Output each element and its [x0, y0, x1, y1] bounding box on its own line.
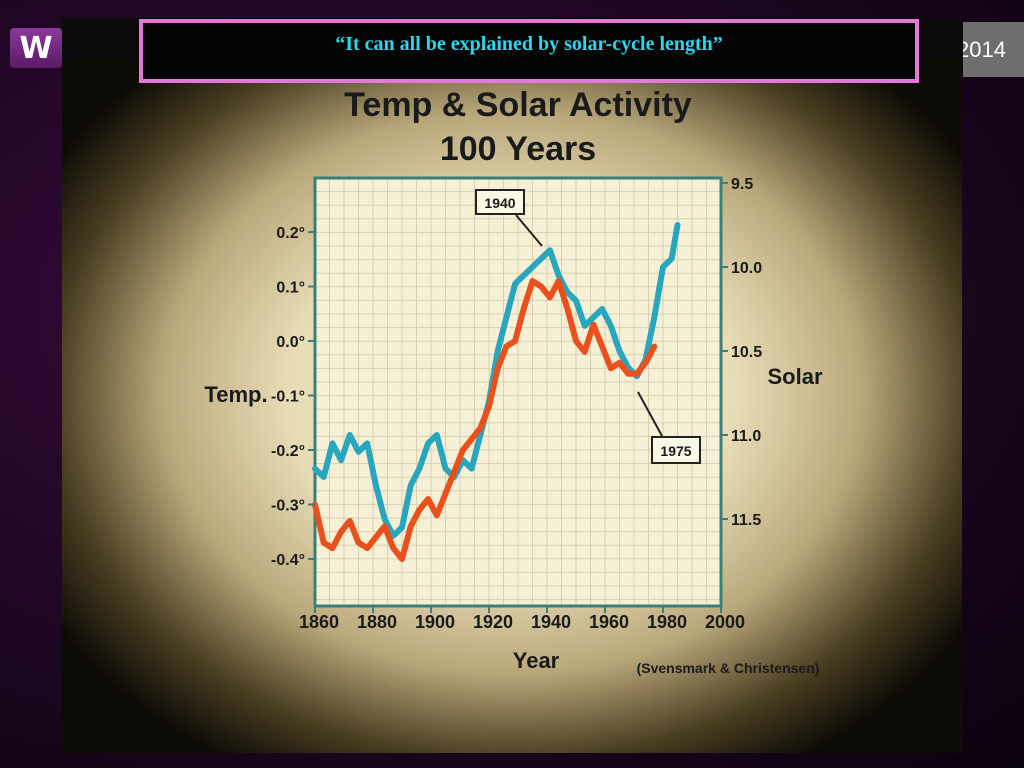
y-left-tick-label: -0.2° — [271, 443, 305, 460]
x-tick-label: 1880 — [357, 612, 397, 632]
annotation-arrow-1975 — [637, 391, 663, 437]
quote-text: “It can all be explained by solar-cycle … — [335, 32, 723, 55]
year-badge-text: 2014 — [963, 36, 1006, 62]
y-axis-label-left: Temp. — [204, 382, 267, 407]
y-right-tick-label: 9.5 — [731, 176, 753, 193]
y-left-tick-label: -0.4° — [271, 552, 305, 569]
annotation-box-1975 — [651, 436, 701, 464]
y-left-tick-label: -0.3° — [271, 498, 305, 515]
y-axis-label-right: Solar — [767, 364, 822, 389]
x-tick-label: 1940 — [531, 612, 571, 632]
grid-lines — [314, 177, 722, 606]
annotation-1975: 1975 — [637, 391, 701, 464]
source-credit: (Svensmark & Christensen) — [637, 660, 820, 676]
year-badge: 2014 — [963, 22, 1024, 77]
plot-border — [313, 176, 723, 608]
y-left-tick-label: 0.2° — [276, 225, 305, 242]
x-tick-label: 1960 — [589, 612, 629, 632]
x-tick-label: 2000 — [705, 612, 745, 632]
tick-labels: 1860 1880 1900 1920 1940 1960 1980 2000 0.2° 0.1°… — [271, 176, 762, 632]
y-left-tick-label: -0.1° — [271, 389, 305, 406]
temperature-series-line — [312, 278, 658, 562]
x-tick-label: 1980 — [647, 612, 687, 632]
series-layer — [312, 222, 681, 562]
annotation-1940: 1940 — [475, 189, 543, 247]
y-right-tick-label: 11.5 — [731, 512, 761, 529]
x-axis-label: Year — [513, 648, 560, 673]
y-right-tick-label: 11.0 — [731, 428, 761, 445]
quote-banner: “It can all be explained by solar-cycle … — [139, 19, 919, 83]
w-logo-icon: W — [10, 28, 62, 68]
chart-title: Temp & Solar Activity — [344, 86, 692, 124]
logo-letter: W — [19, 30, 53, 66]
y-left-tick-label: 0.1° — [276, 280, 305, 297]
chart-subtitle: 100 Years — [440, 130, 596, 168]
solar-series-line — [312, 222, 681, 539]
y-left-tick-label: 0.0° — [276, 334, 305, 351]
annotation-label-1940: 1940 — [484, 195, 515, 211]
annotation-label-1975: 1975 — [660, 443, 691, 459]
x-tick-label: 1900 — [415, 612, 455, 632]
y-right-tick-label: 10.5 — [731, 344, 762, 361]
y-right-tick-label: 10.0 — [731, 260, 762, 277]
annotation-box-1940 — [475, 189, 525, 215]
x-tick-label: 1860 — [299, 612, 339, 632]
plot-frame — [313, 176, 723, 608]
x-tick-label: 1920 — [473, 612, 513, 632]
annotation-arrow-1940 — [515, 214, 543, 247]
